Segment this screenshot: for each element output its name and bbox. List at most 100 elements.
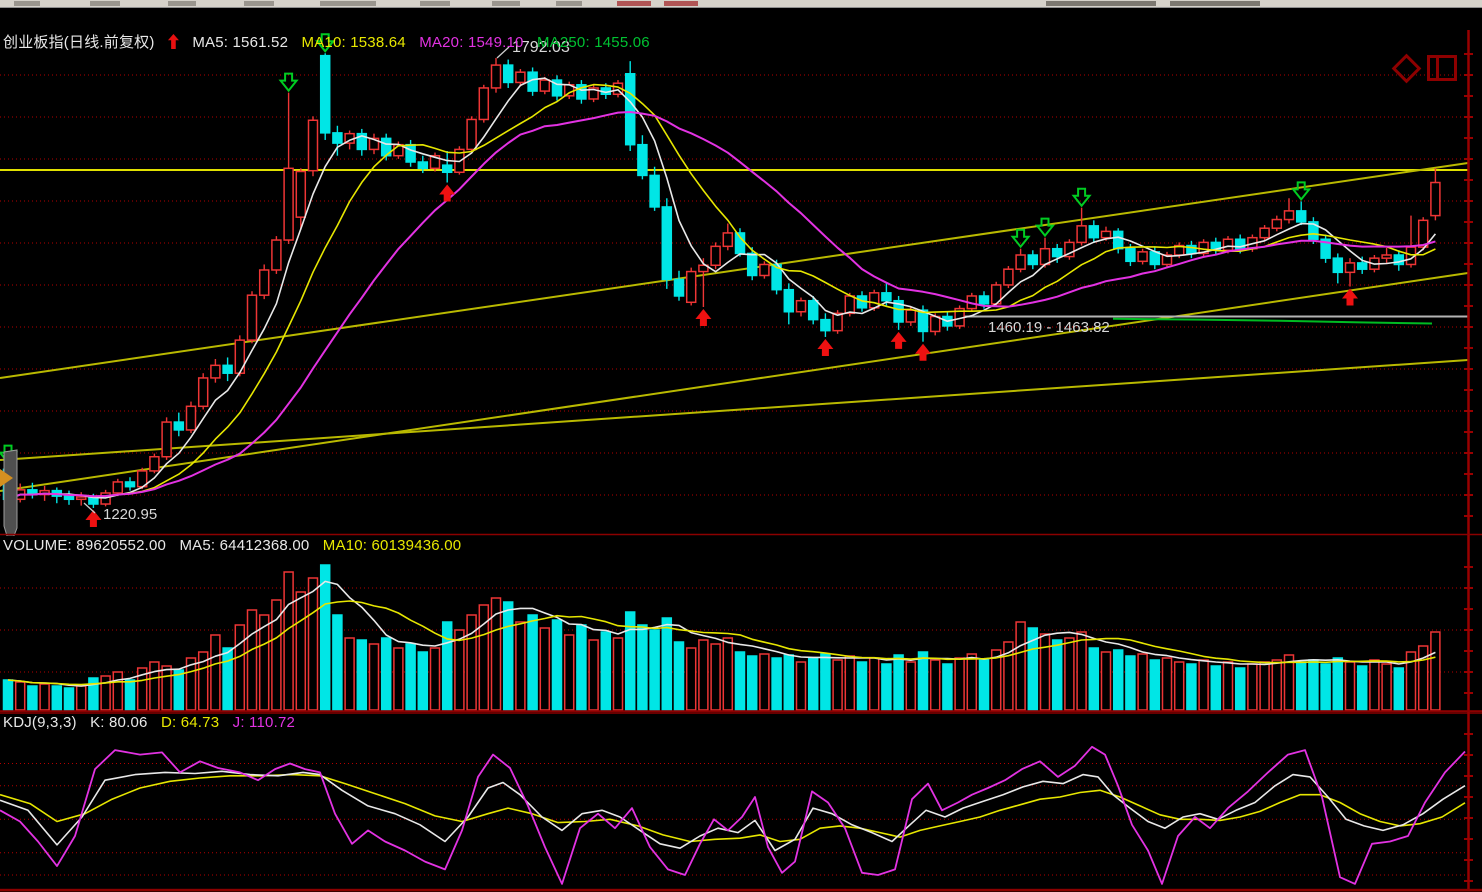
candle[interactable] bbox=[271, 239, 282, 271]
candle[interactable] bbox=[1356, 262, 1368, 270]
volume-bar[interactable] bbox=[307, 577, 319, 711]
volume-bar[interactable] bbox=[1405, 651, 1417, 711]
candle[interactable] bbox=[124, 481, 136, 488]
volume-bar[interactable] bbox=[454, 629, 465, 711]
candle[interactable] bbox=[649, 174, 660, 208]
kdj-indicator-chart[interactable] bbox=[0, 712, 1482, 892]
volume-bar[interactable] bbox=[210, 634, 221, 711]
candle[interactable] bbox=[661, 206, 673, 281]
volume-bar[interactable] bbox=[1417, 645, 1429, 711]
volume-bar[interactable] bbox=[1198, 659, 1209, 711]
menu-item-fragment[interactable] bbox=[14, 1, 40, 6]
volume-bar[interactable] bbox=[966, 653, 978, 711]
volume-bar[interactable] bbox=[332, 614, 343, 711]
candle[interactable] bbox=[832, 312, 843, 332]
candle[interactable] bbox=[1112, 230, 1124, 250]
candle[interactable] bbox=[502, 64, 514, 84]
volume-bar[interactable] bbox=[283, 571, 294, 711]
volume-bar[interactable] bbox=[710, 643, 721, 711]
candle[interactable] bbox=[222, 364, 233, 374]
candle[interactable] bbox=[1161, 254, 1173, 266]
menu-item-fragment[interactable] bbox=[556, 1, 582, 6]
candle[interactable] bbox=[478, 87, 490, 121]
candle[interactable] bbox=[637, 143, 648, 177]
volume-bar[interactable] bbox=[1173, 661, 1185, 711]
volume-bar[interactable] bbox=[868, 657, 880, 711]
candle[interactable] bbox=[905, 309, 917, 323]
candle[interactable] bbox=[978, 295, 990, 305]
candle[interactable] bbox=[624, 73, 636, 146]
volume-bar[interactable] bbox=[39, 683, 50, 711]
volume-bar[interactable] bbox=[1369, 659, 1380, 711]
volume-bar[interactable] bbox=[637, 624, 648, 711]
volume-bar[interactable] bbox=[807, 657, 819, 711]
volume-bar[interactable] bbox=[649, 629, 660, 711]
volume-bar[interactable] bbox=[539, 627, 551, 711]
volume-bar[interactable] bbox=[1076, 631, 1087, 711]
volume-bar[interactable] bbox=[1051, 639, 1063, 711]
candle[interactable] bbox=[185, 405, 197, 431]
volume-bar[interactable] bbox=[612, 637, 624, 711]
candle[interactable] bbox=[576, 84, 587, 100]
volume-bar[interactable] bbox=[271, 599, 282, 711]
candle[interactable] bbox=[1051, 247, 1063, 258]
volume-chart[interactable] bbox=[0, 535, 1482, 712]
candle[interactable] bbox=[844, 295, 856, 315]
volume-bar[interactable] bbox=[1210, 665, 1222, 711]
candle[interactable] bbox=[820, 318, 831, 332]
volume-bar[interactable] bbox=[905, 661, 917, 711]
volume-bar[interactable] bbox=[832, 659, 843, 711]
volume-bar[interactable] bbox=[527, 614, 538, 711]
candle[interactable] bbox=[490, 64, 502, 89]
volume-bar[interactable] bbox=[63, 687, 75, 711]
volume-bar[interactable] bbox=[246, 609, 258, 711]
volume-bar[interactable] bbox=[185, 657, 197, 711]
candle[interactable] bbox=[356, 132, 368, 151]
candle[interactable] bbox=[1259, 227, 1270, 239]
volume-bar[interactable] bbox=[234, 624, 246, 711]
candle[interactable] bbox=[917, 309, 929, 333]
volume-bar[interactable] bbox=[258, 614, 270, 711]
candle[interactable] bbox=[307, 119, 319, 172]
candle[interactable] bbox=[429, 154, 441, 170]
candle[interactable] bbox=[1222, 238, 1234, 252]
candle[interactable] bbox=[332, 132, 343, 144]
menu-item-fragment[interactable] bbox=[492, 1, 520, 6]
volume-bar[interactable] bbox=[1161, 657, 1173, 711]
volume-bar[interactable] bbox=[417, 651, 429, 711]
candle[interactable] bbox=[1344, 262, 1356, 274]
volume-bar[interactable] bbox=[173, 669, 185, 711]
candle[interactable] bbox=[551, 79, 563, 97]
candle[interactable] bbox=[1149, 251, 1161, 266]
volume-bar[interactable] bbox=[1320, 663, 1331, 711]
candle[interactable] bbox=[539, 79, 551, 92]
candle[interactable] bbox=[246, 294, 258, 341]
volume-bar[interactable] bbox=[1393, 667, 1405, 711]
volume-bar[interactable] bbox=[820, 653, 831, 711]
volume-bar[interactable] bbox=[405, 643, 416, 711]
volume-bar[interactable] bbox=[1430, 631, 1441, 711]
candle[interactable] bbox=[1332, 257, 1344, 274]
candle[interactable] bbox=[1320, 238, 1331, 259]
candle[interactable] bbox=[1417, 219, 1429, 248]
trend-line[interactable] bbox=[0, 162, 1469, 379]
volume-bar[interactable] bbox=[1112, 649, 1124, 711]
candle[interactable] bbox=[149, 455, 160, 472]
volume-bar[interactable] bbox=[917, 651, 929, 711]
candle[interactable] bbox=[1283, 210, 1295, 221]
candle[interactable] bbox=[746, 252, 758, 277]
volume-bar[interactable] bbox=[429, 647, 441, 711]
candle[interactable] bbox=[210, 364, 221, 379]
volume-bar[interactable] bbox=[600, 631, 612, 711]
volume-bar[interactable] bbox=[1027, 627, 1039, 711]
volume-bar[interactable] bbox=[576, 624, 587, 711]
candle[interactable] bbox=[1003, 268, 1014, 286]
volume-bar[interactable] bbox=[51, 685, 63, 711]
volume-bar[interactable] bbox=[515, 621, 526, 711]
volume-bar[interactable] bbox=[380, 637, 392, 711]
volume-bar[interactable] bbox=[393, 647, 404, 711]
candle[interactable] bbox=[1137, 251, 1148, 263]
candle[interactable] bbox=[173, 421, 185, 431]
volume-bar[interactable] bbox=[1100, 651, 1112, 711]
menu-item-fragment[interactable] bbox=[244, 1, 274, 6]
